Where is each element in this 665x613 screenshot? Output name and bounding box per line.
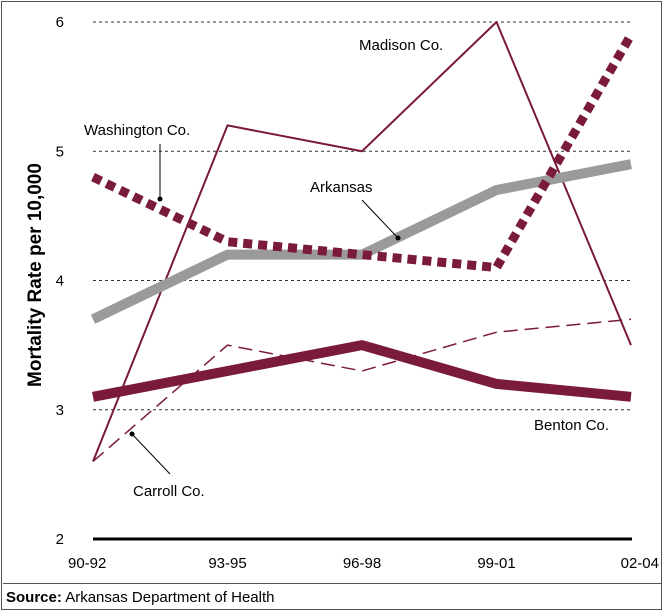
callout-dot: [129, 431, 135, 437]
series-label: Arkansas: [310, 179, 373, 196]
y-tick-label: 5: [56, 143, 64, 160]
source-divider: [3, 583, 662, 584]
source-text: Arkansas Department of Health: [65, 589, 275, 606]
y-tick-label: 4: [56, 273, 64, 290]
series-lines: [90, 21, 635, 463]
mortality-line-chart: 2 3 4 5 6 90-92 93-95 96-98 99-01 02-04 Arkansas…: [25, 14, 659, 572]
x-tick-label: 99-01: [477, 555, 515, 572]
y-tick-label: 2: [56, 531, 64, 548]
labels: Arkansas Madison Co. Washington Co. Benton …: [84, 37, 609, 500]
x-axis: 90-92 93-95 96-98 99-01 02-04: [68, 537, 659, 572]
series-label: Carroll Co.: [133, 483, 205, 500]
y-tick-label: 6: [56, 14, 64, 31]
callout-line: [131, 433, 171, 475]
grid: 2 3 4 5 6: [56, 14, 632, 548]
series-line-benton-co: [92, 340, 632, 402]
source-note: Source: Arkansas Department of Health: [6, 589, 274, 606]
y-axis-title: Mortality Rate per 10,000: [25, 163, 46, 387]
x-tick-label: 02-04: [621, 555, 659, 572]
series-line-madison-co: [92, 21, 632, 462]
x-tick-label: 93-95: [208, 555, 246, 572]
callout-line: [361, 199, 399, 239]
y-tick-label: 3: [56, 402, 64, 419]
callout-dot: [157, 196, 163, 202]
source-label: Source:: [6, 589, 62, 606]
series-label: Benton Co.: [534, 417, 609, 434]
x-tick-label: 96-98: [343, 555, 381, 572]
callout-dot: [395, 235, 401, 241]
series-label: Washington Co.: [84, 122, 190, 139]
x-tick-label: 90-92: [68, 555, 106, 572]
callouts: [129, 144, 401, 475]
series-label: Madison Co.: [359, 37, 443, 54]
